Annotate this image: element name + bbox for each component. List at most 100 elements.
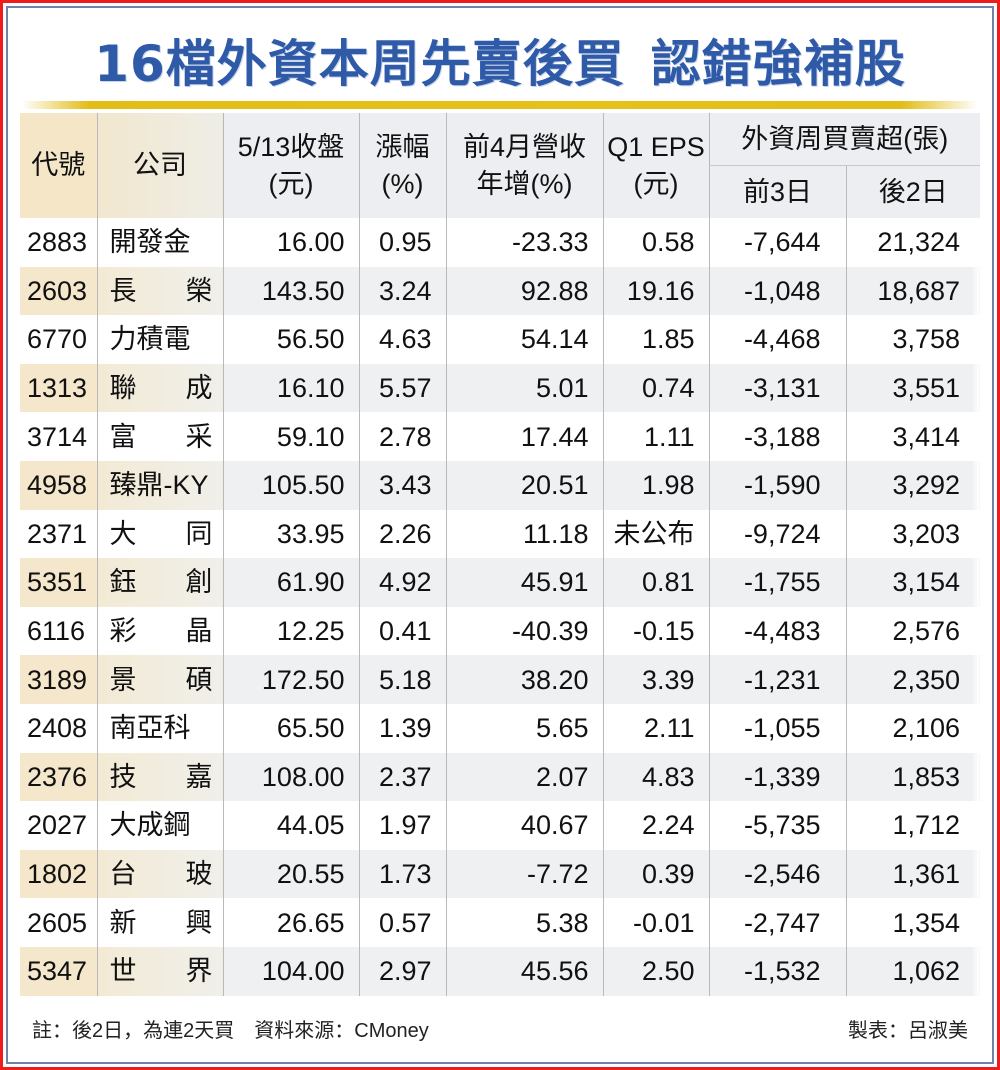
header-close-line1: 5/13收盤 bbox=[237, 131, 345, 162]
cell-company: 景碩 bbox=[96, 655, 223, 704]
table-row: 2027 大成鋼 44.05 1.97 40.67 2.24 -5,735 1,712 bbox=[20, 801, 981, 850]
cell-change: 4.92 bbox=[358, 558, 446, 607]
cell-revenue-growth: 20.51 bbox=[445, 460, 603, 510]
cell-change: 3.24 bbox=[358, 266, 446, 316]
cell-first3: -1,055 bbox=[708, 703, 846, 753]
cell-change: 5.18 bbox=[358, 655, 446, 704]
company-name-part: 嘉 bbox=[185, 761, 213, 792]
cell-eps: 2.50 bbox=[602, 946, 709, 996]
chart-title: 16檔外資本周先賣後買 認錯強補股 bbox=[0, 24, 1000, 96]
cell-first3: -1,231 bbox=[708, 655, 846, 704]
header-change: 漲幅 (%) bbox=[358, 113, 446, 218]
company-name-part: 興 bbox=[185, 907, 213, 938]
header-close: 5/13收盤 (元) bbox=[222, 113, 359, 218]
cell-first3: -1,755 bbox=[708, 558, 846, 607]
cell-close: 172.50 bbox=[222, 655, 359, 704]
cell-change: 0.41 bbox=[358, 606, 446, 656]
cell-first3: -4,468 bbox=[708, 315, 846, 364]
company-name-part: 碩 bbox=[185, 664, 213, 695]
table-row: 1802 台玻 20.55 1.73 -7.72 0.39 -2,546 1,361 bbox=[20, 849, 981, 899]
table-row: 6770 力積電 56.50 4.63 54.14 1.85 -4,468 3,758 bbox=[20, 315, 981, 364]
company-name-part: 世 bbox=[109, 956, 137, 987]
cell-last2: 3,551 bbox=[845, 363, 981, 413]
cell-first3: -3,188 bbox=[708, 412, 846, 461]
cell-eps: 1.11 bbox=[602, 412, 709, 461]
cell-eps: 1.85 bbox=[602, 315, 709, 364]
cell-eps: 4.83 bbox=[602, 752, 709, 802]
cell-change: 3.43 bbox=[358, 460, 446, 510]
title-part-2: 認錯強補股 bbox=[650, 35, 906, 93]
cell-eps: 0.81 bbox=[602, 558, 709, 607]
cell-company: 臻鼎-KY bbox=[96, 460, 223, 510]
cell-eps: 3.39 bbox=[602, 655, 709, 704]
cell-first3: -5,735 bbox=[708, 801, 846, 850]
title-part-1: 16檔外資本周先賣後買 bbox=[94, 35, 625, 93]
cell-code: 6116 bbox=[27, 616, 86, 647]
table-row: 2408 南亞科 65.50 1.39 5.65 2.11 -1,055 2,106 bbox=[20, 703, 981, 753]
cell-first3: -3,131 bbox=[708, 363, 846, 413]
cell-last2: 1,354 bbox=[845, 898, 981, 947]
cell-company: 力積電 bbox=[96, 315, 223, 364]
cell-code: 2408 bbox=[27, 713, 88, 744]
company-name-part: 聯 bbox=[109, 373, 137, 404]
header-code: 代號 bbox=[20, 113, 97, 218]
cell-eps: 1.98 bbox=[602, 460, 709, 510]
cell-first3: -2,546 bbox=[708, 849, 846, 899]
cell-first3: -2,747 bbox=[708, 898, 846, 947]
cell-company: 大同 bbox=[96, 509, 223, 559]
cell-change: 0.57 bbox=[358, 898, 446, 947]
cell-close: 61.90 bbox=[222, 558, 359, 607]
title-underline-band bbox=[22, 101, 978, 109]
table-row: 5347 世界 104.00 2.97 45.56 2.50 -1,532 1,062 bbox=[20, 946, 981, 996]
cell-close: 26.65 bbox=[222, 898, 359, 947]
company-name-part: 界 bbox=[185, 956, 213, 987]
cell-last2: 1,712 bbox=[845, 801, 981, 850]
cell-eps: 19.16 bbox=[602, 266, 709, 316]
cell-revenue-growth: 38.20 bbox=[445, 655, 603, 704]
company-name-part: 南亞科 bbox=[109, 713, 191, 744]
cell-code: 5351 bbox=[20, 558, 97, 607]
cell-change: 4.63 bbox=[358, 315, 446, 364]
table-row: 2603 長榮 143.50 3.24 92.88 19.16 -1,048 18,687 bbox=[20, 266, 981, 316]
company-name-part: 長 bbox=[109, 275, 137, 306]
cell-first3: -1,532 bbox=[708, 946, 846, 996]
cell-change: 0.95 bbox=[358, 218, 446, 267]
table-row: 2371 大同 33.95 2.26 11.18 未公布 -9,724 3,203 bbox=[20, 509, 981, 559]
table-body: 2883 開發金 16.00 0.95 -23.33 0.58 -7,644 21,324 26… bbox=[20, 218, 981, 996]
table-row: 6116 彩晶 12.25 0.41 -40.39 -0.15 -4,483 2,576 bbox=[20, 606, 981, 656]
cell-close: 16.00 bbox=[222, 218, 359, 267]
cell-revenue-growth: -23.33 bbox=[445, 218, 603, 267]
cell-revenue-growth: 40.67 bbox=[445, 801, 603, 850]
company-name-part: 開發金 bbox=[109, 227, 191, 258]
cell-eps: 0.74 bbox=[602, 363, 709, 413]
cell-last2: 2,576 bbox=[845, 606, 981, 656]
cell-last2: 21,324 bbox=[845, 218, 981, 267]
cell-code: 5347 bbox=[20, 946, 97, 996]
cell-company: 技嘉 bbox=[96, 752, 223, 802]
company-name-part: 力積電 bbox=[109, 324, 191, 355]
cell-eps: -0.01 bbox=[602, 898, 709, 947]
cell-first3: -7,644 bbox=[708, 218, 846, 267]
cell-revenue-growth: 11.18 bbox=[445, 509, 603, 559]
table-row: 2605 新興 26.65 0.57 5.38 -0.01 -2,747 1,354 bbox=[20, 898, 981, 947]
cell-revenue-growth: 5.65 bbox=[445, 703, 603, 753]
cell-last2: 1,361 bbox=[845, 849, 981, 899]
cell-close: 59.10 bbox=[222, 412, 359, 461]
cell-revenue-growth: 2.07 bbox=[445, 752, 603, 802]
cell-change: 5.57 bbox=[358, 363, 446, 413]
company-name-part: 榮 bbox=[185, 275, 213, 306]
table-row: 3714 富采 59.10 2.78 17.44 1.11 -3,188 3,414 bbox=[20, 412, 981, 461]
cell-close: 20.55 bbox=[222, 849, 359, 899]
cell-code: 4958 bbox=[20, 460, 97, 510]
cell-change: 1.39 bbox=[358, 703, 446, 753]
cell-last2: 1,062 bbox=[845, 946, 981, 996]
cell-last2: 3,203 bbox=[845, 509, 981, 559]
cell-company: 南亞科 bbox=[96, 703, 223, 753]
table-row: 4958 臻鼎-KY 105.50 3.43 20.51 1.98 -1,590 3,292 bbox=[20, 460, 981, 510]
cell-code: 2603 bbox=[20, 266, 97, 316]
cell-eps: 0.39 bbox=[602, 849, 709, 899]
cell-change: 2.97 bbox=[358, 946, 446, 996]
cell-company: 大成鋼 bbox=[96, 801, 223, 850]
cell-close: 16.10 bbox=[222, 363, 359, 413]
